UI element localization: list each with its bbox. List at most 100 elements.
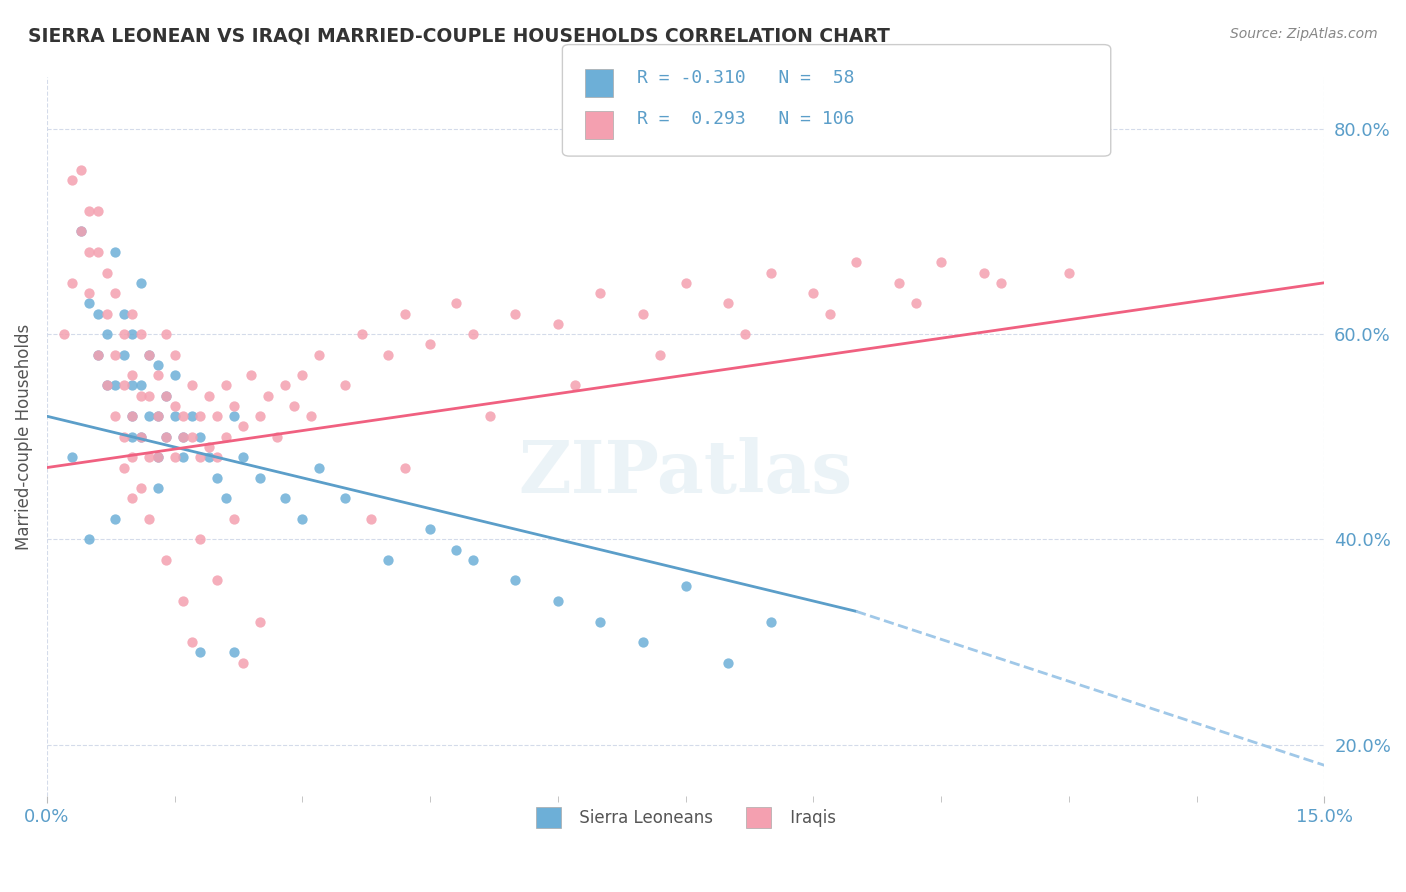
Point bbox=[104, 286, 127, 301]
Point bbox=[129, 378, 152, 392]
Point bbox=[845, 799, 868, 814]
Point bbox=[180, 635, 202, 649]
Point bbox=[240, 368, 263, 383]
Point bbox=[112, 430, 135, 444]
Point bbox=[973, 265, 995, 279]
Point bbox=[205, 409, 228, 424]
Point bbox=[887, 276, 910, 290]
Point bbox=[163, 368, 186, 383]
Point bbox=[224, 512, 246, 526]
Point bbox=[52, 327, 75, 342]
Point bbox=[333, 491, 356, 506]
Point bbox=[180, 378, 202, 392]
Point bbox=[138, 450, 160, 465]
Point bbox=[990, 276, 1012, 290]
Point bbox=[266, 430, 288, 444]
Point bbox=[121, 450, 143, 465]
Point bbox=[104, 409, 127, 424]
Point bbox=[299, 409, 322, 424]
Point bbox=[62, 276, 84, 290]
Point bbox=[717, 656, 740, 670]
Point bbox=[163, 348, 186, 362]
Point bbox=[631, 307, 654, 321]
Point bbox=[249, 615, 271, 629]
Point bbox=[87, 244, 110, 259]
Point bbox=[121, 307, 143, 321]
Point bbox=[308, 348, 330, 362]
Point bbox=[121, 378, 143, 392]
Legend:  Sierra Leoneans,  Iraqis: Sierra Leoneans, Iraqis bbox=[529, 801, 842, 835]
Point bbox=[547, 594, 569, 608]
Point bbox=[70, 162, 93, 177]
Point bbox=[96, 327, 118, 342]
Point bbox=[1057, 265, 1080, 279]
Point bbox=[461, 327, 484, 342]
Point bbox=[172, 430, 194, 444]
Point bbox=[104, 512, 127, 526]
Point bbox=[121, 491, 143, 506]
Point bbox=[172, 430, 194, 444]
Point bbox=[419, 522, 441, 536]
Point bbox=[79, 203, 101, 218]
Point bbox=[138, 409, 160, 424]
Point bbox=[129, 430, 152, 444]
Point bbox=[121, 430, 143, 444]
Point bbox=[505, 574, 527, 588]
Point bbox=[283, 399, 305, 413]
Point bbox=[62, 173, 84, 187]
Point bbox=[172, 450, 194, 465]
Point bbox=[129, 430, 152, 444]
Point bbox=[249, 409, 271, 424]
Text: ZIPatlas: ZIPatlas bbox=[519, 437, 852, 508]
Point bbox=[257, 389, 280, 403]
Point bbox=[79, 244, 101, 259]
Point bbox=[112, 307, 135, 321]
Point bbox=[377, 553, 399, 567]
Point bbox=[675, 276, 697, 290]
Point bbox=[249, 471, 271, 485]
Point bbox=[845, 255, 868, 269]
Point bbox=[146, 450, 169, 465]
Point bbox=[274, 491, 297, 506]
Point bbox=[129, 276, 152, 290]
Point bbox=[205, 471, 228, 485]
Point bbox=[675, 579, 697, 593]
Point bbox=[79, 533, 101, 547]
Point bbox=[803, 286, 825, 301]
Point bbox=[121, 409, 143, 424]
Point bbox=[121, 327, 143, 342]
Point bbox=[129, 481, 152, 495]
Point bbox=[155, 327, 177, 342]
Point bbox=[232, 656, 254, 670]
Point bbox=[547, 317, 569, 331]
Point bbox=[188, 430, 211, 444]
Point bbox=[377, 348, 399, 362]
Point bbox=[205, 450, 228, 465]
Point bbox=[197, 389, 219, 403]
Y-axis label: Married-couple Households: Married-couple Households bbox=[15, 324, 32, 549]
Point bbox=[444, 542, 467, 557]
Point bbox=[360, 512, 382, 526]
Point bbox=[163, 450, 186, 465]
Point bbox=[589, 615, 612, 629]
Point bbox=[112, 378, 135, 392]
Point bbox=[146, 409, 169, 424]
Point bbox=[87, 348, 110, 362]
Point bbox=[904, 296, 927, 310]
Point bbox=[224, 409, 246, 424]
Point bbox=[215, 378, 238, 392]
Point bbox=[112, 327, 135, 342]
Point bbox=[121, 368, 143, 383]
Point bbox=[308, 460, 330, 475]
Point bbox=[138, 348, 160, 362]
Point bbox=[96, 265, 118, 279]
Point bbox=[163, 399, 186, 413]
Point bbox=[564, 378, 586, 392]
Point bbox=[146, 450, 169, 465]
Point bbox=[478, 409, 501, 424]
Point bbox=[274, 378, 297, 392]
Point bbox=[79, 296, 101, 310]
Point bbox=[104, 244, 127, 259]
Point bbox=[444, 296, 467, 310]
Point bbox=[291, 368, 314, 383]
